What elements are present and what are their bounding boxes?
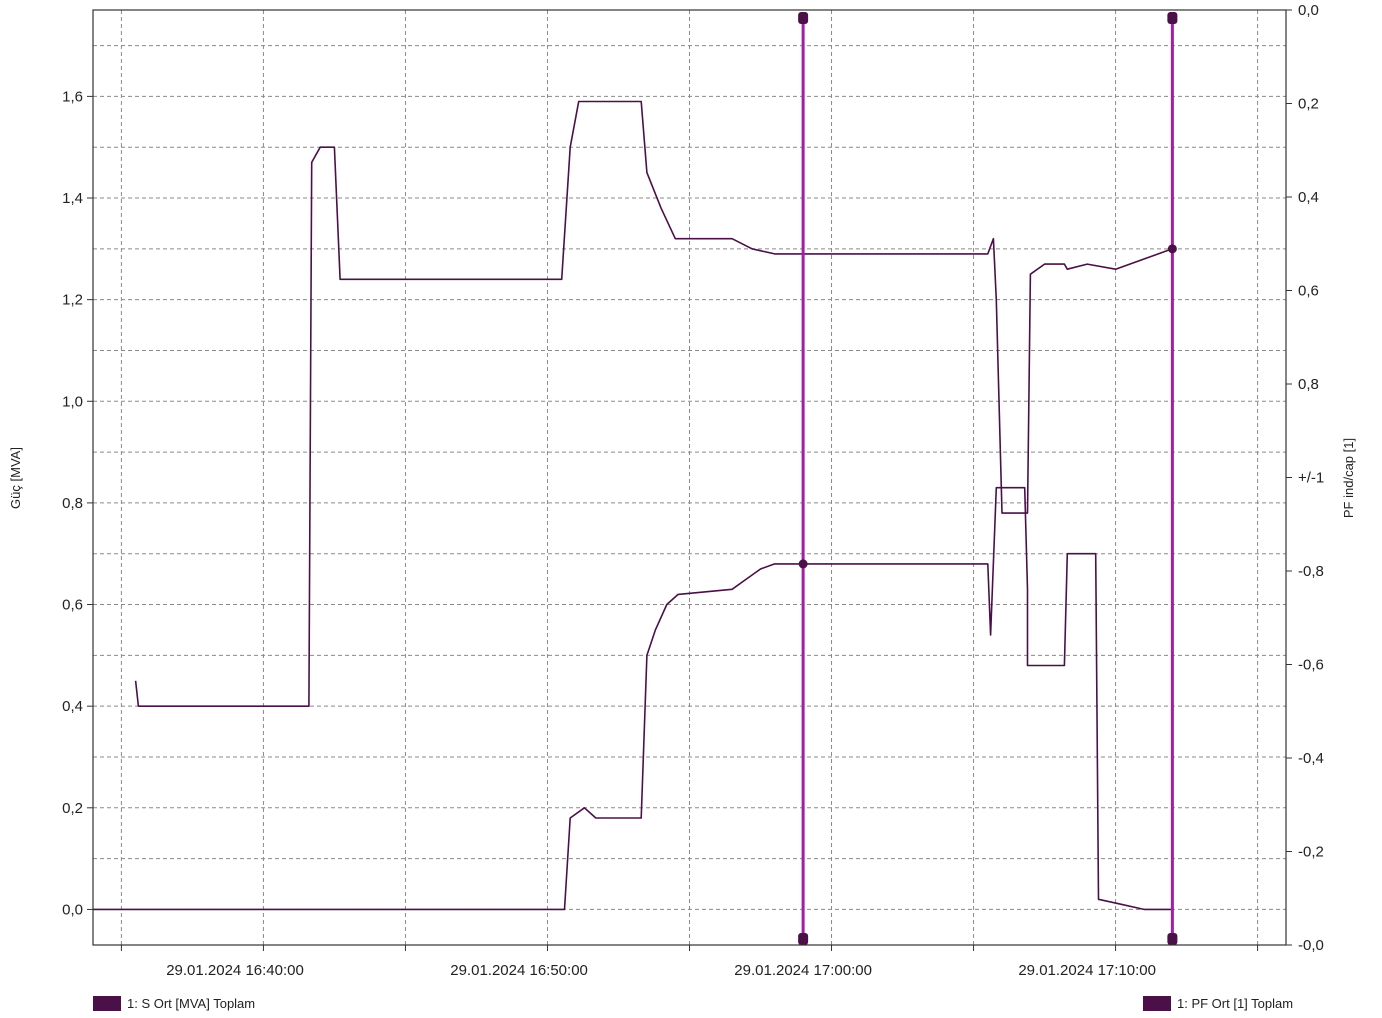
- cursor-handle-bottom-1: [798, 933, 809, 945]
- legend-swatch-pf: [1143, 996, 1171, 1011]
- y-tick-label: 0,0: [62, 901, 83, 918]
- x-tick-label: 29.01.2024 16:40:00: [166, 962, 304, 979]
- y-tick-label: 1,0: [62, 393, 83, 410]
- legend: 1: S Ort [MVA] Toplam 1: PF Ort [1] Topl…: [93, 996, 1293, 1011]
- y-tick-label: 0,6: [62, 597, 83, 614]
- cursor-marker-s: [798, 559, 808, 569]
- legend-label-s: 1: S Ort [MVA] Toplam: [127, 996, 255, 1011]
- y-tick-label: 0,2: [62, 800, 83, 817]
- legend-label-pf: 1: PF Ort [1] Toplam: [1177, 996, 1293, 1011]
- legend-swatch-s: [93, 996, 121, 1011]
- x-tick-label: 29.01.2024 17:00:00: [734, 962, 872, 979]
- right-axis: 0,0 0,2 0,4 0,6 0,8 +/-1 -0,8 -0,6 -0,4 -0,2 -0,0: [1286, 2, 1324, 954]
- y-tick-label: 1,4: [62, 190, 83, 207]
- series-line-s-ort: [93, 486, 1173, 911]
- y-tick-label: 1,2: [62, 292, 83, 309]
- right-axis-title: PF ind/cap [1]: [1341, 438, 1356, 518]
- left-axis: 0,0 0,2 0,4 0,6 0,8 1,0 1,2 1,4 1,6: [62, 88, 93, 918]
- cursor-layer: [798, 12, 1178, 945]
- y2-tick-label: 0,4: [1298, 189, 1319, 206]
- y-tick-label: 0,8: [62, 495, 83, 512]
- x-axis: 29.01.2024 16:40:00 29.01.2024 16:50:00 29…: [120, 945, 1259, 979]
- y2-tick-label: +/-1: [1298, 470, 1324, 487]
- y2-tick-label: 0,0: [1298, 2, 1319, 19]
- y2-tick-label: 0,6: [1298, 283, 1319, 300]
- series-line-pf-ort: [134, 100, 1173, 707]
- series-layer: [93, 100, 1173, 911]
- y2-tick-label: -0,8: [1298, 563, 1324, 580]
- y2-tick-label: -0,6: [1298, 657, 1324, 674]
- grid-lines: [93, 10, 1286, 945]
- x-tick-label: 29.01.2024 17:10:00: [1018, 962, 1156, 979]
- cursor-handle-top-2: [1167, 12, 1178, 24]
- x-tick-label: 29.01.2024 16:50:00: [450, 962, 588, 979]
- cursor-handle-top-1: [798, 12, 809, 24]
- y-tick-label: 0,4: [62, 698, 83, 715]
- y-tick-label: 1,6: [62, 88, 83, 105]
- y2-tick-label: -0,2: [1298, 844, 1324, 861]
- y2-tick-label: 0,2: [1298, 96, 1319, 113]
- left-axis-title: Güç [MVA]: [8, 447, 23, 509]
- y2-tick-label: -0,0: [1298, 937, 1324, 954]
- cursor-handle-bottom-2: [1167, 933, 1178, 945]
- y2-tick-label: -0,4: [1298, 750, 1324, 767]
- cursor-marker-pf: [1167, 244, 1177, 254]
- y2-tick-label: 0,8: [1298, 376, 1319, 393]
